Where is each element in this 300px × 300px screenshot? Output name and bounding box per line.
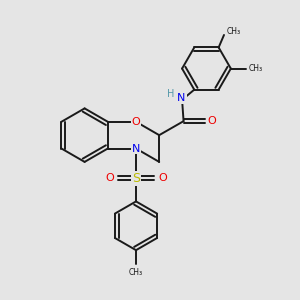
Text: H: H [167,89,175,99]
Text: O: O [158,173,167,183]
Text: O: O [105,173,114,183]
Text: O: O [132,117,140,127]
Text: N: N [132,143,140,154]
Text: CH₃: CH₃ [248,64,262,73]
Text: O: O [207,116,216,126]
Text: N: N [177,93,186,103]
Text: CH₃: CH₃ [226,27,241,36]
Text: S: S [132,172,140,185]
Text: CH₃: CH₃ [129,268,143,277]
